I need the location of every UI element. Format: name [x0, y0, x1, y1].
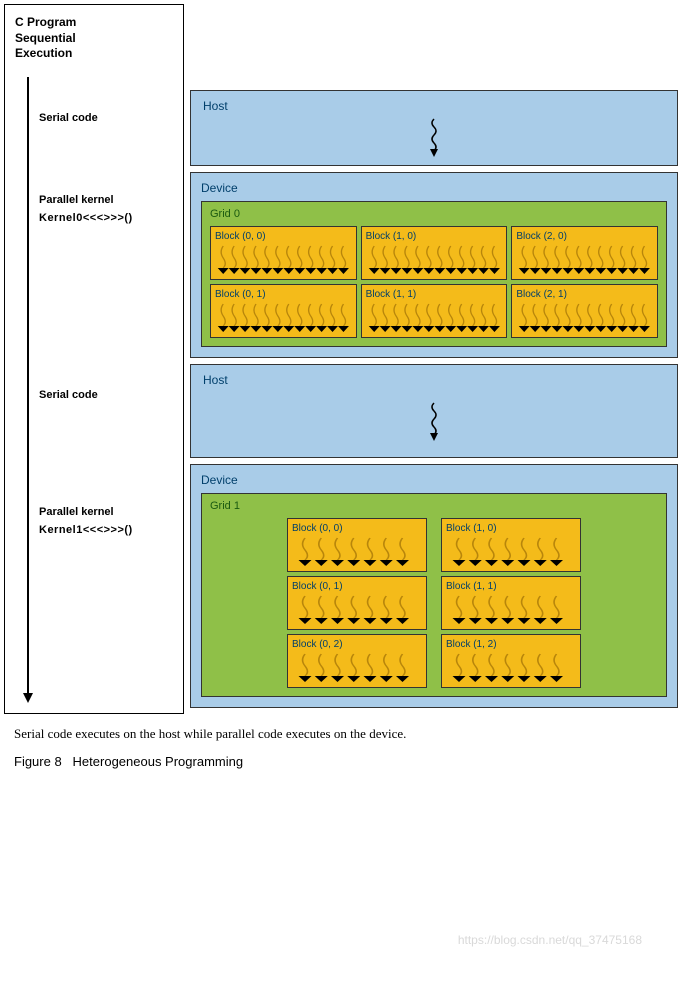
block-row: Block (0, 1) Block (1, 1) Block (2, 1): [210, 284, 658, 338]
block-1-0: Block (1, 0): [441, 518, 581, 572]
block-label: Block (0, 2): [292, 639, 422, 650]
parallel-kernel-2-label: Parallel kernel: [39, 506, 173, 518]
block-label: Block (0, 0): [292, 523, 422, 534]
threads-icon: [292, 594, 422, 624]
block-0-0: Block (0, 0): [287, 518, 427, 572]
threads-icon: [446, 536, 576, 566]
threads-icon: [215, 244, 352, 274]
block-label: Block (1, 0): [366, 231, 503, 242]
host-squiggle-icon: [425, 117, 443, 157]
host-label: Host: [203, 99, 665, 113]
device-label: Device: [201, 181, 667, 195]
threads-icon: [516, 302, 653, 332]
device-box-1: Device Grid 0 Block (0, 0) Block (1, 0) …: [190, 172, 678, 358]
block-0-1: Block (0, 1): [287, 576, 427, 630]
block-0-1: Block (0, 1): [210, 284, 357, 338]
block-1-2: Block (1, 2): [441, 634, 581, 688]
program-header: C Program Sequential Execution: [15, 15, 173, 62]
block-2-1: Block (2, 1): [511, 284, 658, 338]
serial-code-1-label: Serial code: [39, 112, 173, 124]
block-row: Block (0, 2) Block (1, 2): [210, 634, 658, 688]
figure-number: Figure 8: [14, 754, 62, 769]
host-squiggle-icon: [425, 401, 443, 441]
block-label: Block (2, 0): [516, 231, 653, 242]
threads-icon: [366, 302, 503, 332]
block-row: Block (0, 1) Block (1, 1): [210, 576, 658, 630]
block-row: Block (0, 0) Block (1, 0): [210, 518, 658, 572]
threads-icon: [366, 244, 503, 274]
parallel-kernel-1-label: Parallel kernel: [39, 194, 173, 206]
threads-icon: [516, 244, 653, 274]
threads-icon: [446, 652, 576, 682]
header-line: C Program: [15, 15, 173, 31]
threads-icon: [292, 652, 422, 682]
block-label: Block (0, 0): [215, 231, 352, 242]
block-1-1: Block (1, 1): [361, 284, 508, 338]
kernel0-call: Kernel0<<<>>>(): [39, 212, 173, 224]
block-0-2: Block (0, 2): [287, 634, 427, 688]
block-label: Block (2, 1): [516, 289, 653, 300]
grid-0-box: Grid 0 Block (0, 0) Block (1, 0) Block (…: [201, 201, 667, 347]
block-1-0: Block (1, 0): [361, 226, 508, 280]
block-0-0: Block (0, 0): [210, 226, 357, 280]
host-label: Host: [203, 373, 665, 387]
host-box-1: Host: [190, 90, 678, 166]
block-2-0: Block (2, 0): [511, 226, 658, 280]
grid-1-box: Grid 1 Block (0, 0) Block (1, 0) Block (…: [201, 493, 667, 697]
block-label: Block (1, 1): [446, 581, 576, 592]
threads-icon: [215, 302, 352, 332]
block-label: Block (1, 0): [446, 523, 576, 534]
left-column: C Program Sequential Execution Serial co…: [4, 4, 184, 714]
kernel1-call: Kernel1<<<>>>(): [39, 524, 173, 536]
device-box-2: Device Grid 1 Block (0, 0) Block (1, 0) …: [190, 464, 678, 708]
threads-icon: [292, 536, 422, 566]
figure-label: Figure 8 Heterogeneous Programming: [0, 750, 682, 779]
block-1-1: Block (1, 1): [441, 576, 581, 630]
watermark-text: https://blog.csdn.net/qq_37475168: [458, 933, 642, 947]
caption-text: Serial code executes on the host while p…: [0, 718, 682, 750]
header-line: Execution: [15, 46, 173, 62]
execution-arrow: [27, 77, 29, 701]
host-box-2: Host: [190, 364, 678, 458]
diagram-container: C Program Sequential Execution Serial co…: [0, 0, 682, 718]
block-label: Block (1, 2): [446, 639, 576, 650]
grid-0-label: Grid 0: [210, 208, 658, 220]
device-label: Device: [201, 473, 667, 487]
right-column: Host Device Grid 0 Block (0, 0) Block (1…: [184, 4, 678, 714]
serial-code-2-label: Serial code: [39, 389, 173, 401]
block-label: Block (0, 1): [215, 289, 352, 300]
block-label: Block (1, 1): [366, 289, 503, 300]
grid-1-label: Grid 1: [210, 500, 658, 512]
block-label: Block (0, 1): [292, 581, 422, 592]
figure-title: Heterogeneous Programming: [73, 754, 244, 769]
threads-icon: [446, 594, 576, 624]
header-line: Sequential: [15, 31, 173, 47]
block-row: Block (0, 0) Block (1, 0) Block (2, 0): [210, 226, 658, 280]
